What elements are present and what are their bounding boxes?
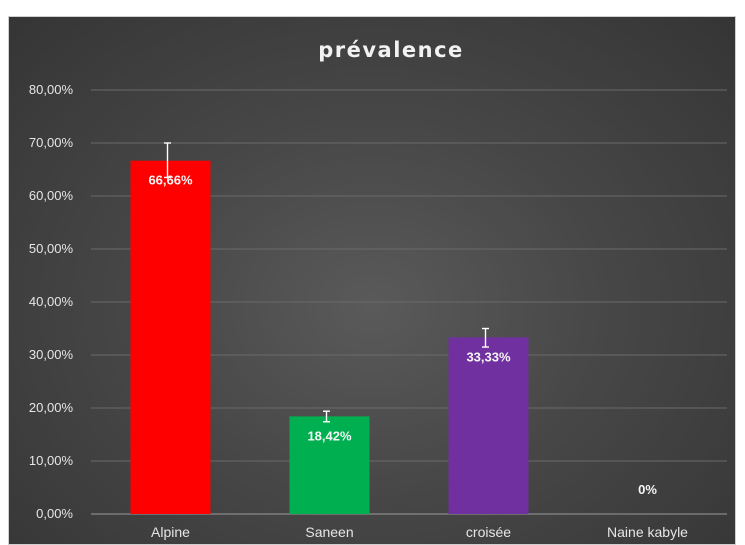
y-axis-ticks: 0,00% 10,00% 20,00% 30,00% 40,00% 50,00% 60,00… (29, 82, 74, 521)
bar-chart: prévalence 0,00% 10,00% 20,00% 30,00% 40,00%… (29, 38, 727, 540)
chart-frame: prévalence 0,00% 10,00% 20,00% 30,00% 40,00%… (8, 16, 736, 545)
bars (130, 160, 529, 514)
chart-title: prévalence (318, 38, 464, 62)
bar-croisée (448, 337, 529, 514)
y-tick-label: 40,00% (29, 294, 74, 309)
y-tick-label: 10,00% (29, 453, 74, 468)
data-label: 66,66% (148, 173, 193, 188)
x-axis-categories: Alpine Saneen croisée Naine kabyle (151, 524, 688, 540)
y-tick-label: 30,00% (29, 347, 74, 362)
y-tick-label: 50,00% (29, 241, 74, 256)
y-tick-label: 70,00% (29, 135, 74, 150)
bar-saneen (289, 416, 370, 514)
x-tick-label: Saneen (305, 524, 353, 540)
y-tick-label: 60,00% (29, 188, 74, 203)
x-tick-label: croisée (466, 524, 511, 540)
data-label: 18,42% (307, 428, 352, 443)
value-labels: 66,66% 18,42% 33,33% 0% (148, 173, 657, 497)
data-label: 0% (638, 482, 657, 497)
y-tick-label: 80,00% (29, 82, 74, 97)
data-label: 33,33% (466, 349, 511, 364)
x-tick-label: Naine kabyle (607, 524, 688, 540)
bar-alpine (130, 160, 211, 514)
y-tick-label: 0,00% (36, 506, 73, 521)
x-tick-label: Alpine (151, 524, 190, 540)
y-tick-label: 20,00% (29, 400, 74, 415)
error-bars (164, 142, 489, 423)
